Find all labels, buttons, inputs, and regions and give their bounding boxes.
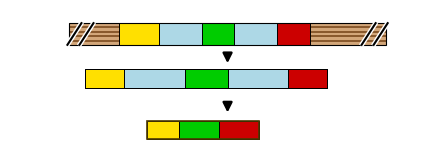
Bar [147,121,258,139]
Bar [85,69,124,88]
Bar [288,69,327,88]
Bar [85,69,327,88]
Bar [227,69,288,88]
Bar [124,69,185,88]
Bar [159,23,202,45]
Bar [202,23,234,45]
Bar [147,121,179,139]
Bar [119,23,159,45]
Bar [69,23,386,45]
Bar [234,23,278,45]
Bar [185,69,227,88]
Bar [179,121,219,139]
Bar [219,121,258,139]
Bar [69,23,386,45]
Bar [278,23,310,45]
